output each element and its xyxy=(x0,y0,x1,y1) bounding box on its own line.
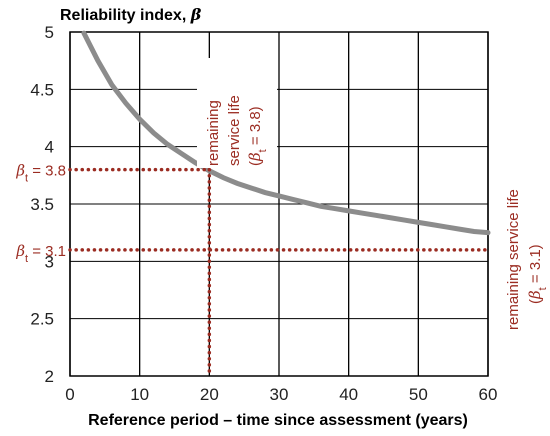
x-tick-60: 60 xyxy=(479,385,498,404)
target-label-3-8: βt = 3.8 xyxy=(15,162,66,185)
rsl2-line2: (βt = 3.1) xyxy=(526,244,549,304)
y-tick-4: 4 xyxy=(45,138,54,157)
y-tick-4.5: 4.5 xyxy=(30,80,54,99)
x-tick-50: 50 xyxy=(409,385,428,404)
x-tick-20: 20 xyxy=(200,385,219,404)
rsl1-line1: remaining xyxy=(205,100,222,166)
x-tick-40: 40 xyxy=(339,385,358,404)
rsl-annotation-3-8: remaining service life (βt = 3.8) xyxy=(205,95,269,166)
grid xyxy=(69,31,489,377)
x-tick-10: 10 xyxy=(130,385,149,404)
plot-frame xyxy=(69,31,489,377)
y-tick-3: 3 xyxy=(45,252,54,271)
y-tick-5: 5 xyxy=(45,23,54,42)
rsl1-line3: (βt = 3.8) xyxy=(246,106,269,166)
x-axis-title: Reference period – time since assessment… xyxy=(88,412,468,429)
x-tick-labels: 0 10 20 30 40 50 60 xyxy=(65,385,497,404)
reliability-curve xyxy=(81,30,491,236)
y-tick-2: 2 xyxy=(45,367,54,386)
target-lines xyxy=(68,167,490,378)
rsl2-line1: remaining service life xyxy=(505,189,522,330)
x-tick-0: 0 xyxy=(65,385,74,404)
rsl-annotation-3-1: remaining service life (βt = 3.1) xyxy=(505,189,549,330)
x-tick-30: 30 xyxy=(270,385,289,404)
y-tick-2.5: 2.5 xyxy=(30,310,54,329)
y-tick-3.5: 3.5 xyxy=(30,195,54,214)
annotation-background xyxy=(197,58,277,168)
y-axis-title: Reliability index, β xyxy=(60,5,202,24)
target-label-3-1: βt = 3.1 xyxy=(15,242,66,265)
y-tick-labels: 2 2.5 3 3.5 4 4.5 5 xyxy=(30,23,54,386)
rsl1-line2: service life xyxy=(226,95,243,166)
